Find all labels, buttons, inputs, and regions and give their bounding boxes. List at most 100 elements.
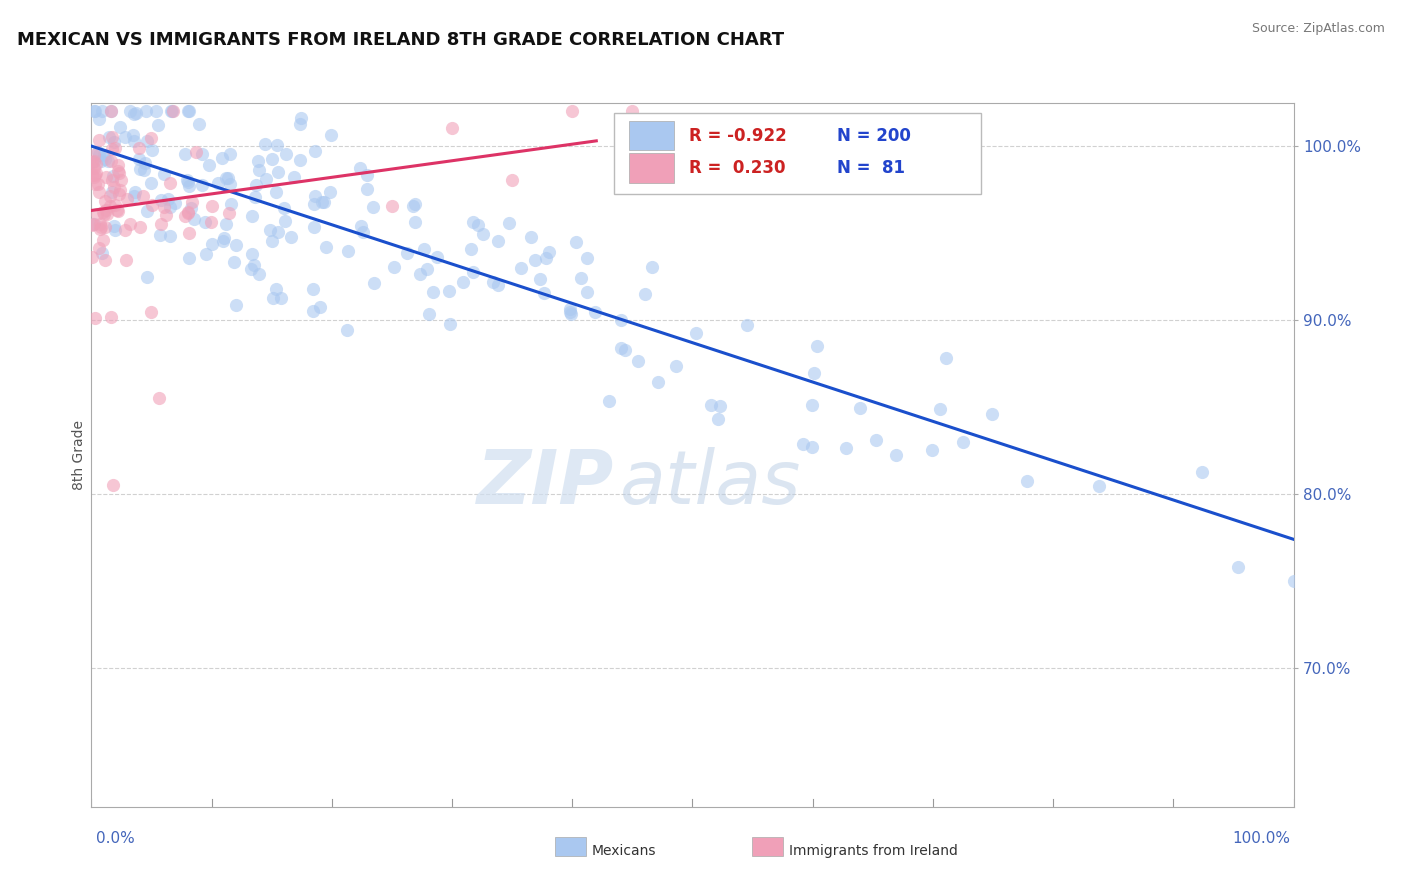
Point [84,177,107,191]
Point [94,219,117,234]
Point [921,442,943,457]
Point [80,168,103,182]
Point [865,433,887,447]
Point [211,151,233,165]
Point [159,200,181,214]
Point [177,251,200,265]
Point [141,176,163,190]
Point [482,275,505,289]
Point [103,135,125,149]
Point [84,156,107,170]
Point [91,233,114,247]
Point [583,304,606,318]
Point [242,209,264,223]
Point [262,292,284,306]
Point [621,104,644,119]
Text: MEXICAN VS IMMIGRANTS FROM IRELAND 8TH GRADE CORRELATION CHART: MEXICAN VS IMMIGRANTS FROM IRELAND 8TH G… [17,31,785,49]
Point [560,304,582,318]
Y-axis label: 8th Grade: 8th Grade [72,420,86,490]
Point [267,226,290,240]
Point [107,203,129,218]
Point [243,258,266,272]
Point [259,223,281,237]
Point [183,212,205,227]
Point [89,222,111,236]
Point [319,185,342,199]
Point [80,218,103,232]
Point [141,131,163,145]
Point [412,242,434,256]
Point [290,111,312,125]
Point [225,238,247,252]
Point [225,298,247,312]
Point [267,165,290,179]
Point [533,286,555,301]
Point [141,305,163,319]
Point [253,136,276,151]
Point [108,166,131,180]
Point [163,196,186,211]
Point [87,112,110,127]
Point [460,242,482,256]
Point [124,185,146,199]
Text: Mexicans: Mexicans [592,844,657,858]
Point [217,170,239,185]
Point [283,169,305,184]
Point [486,234,509,248]
Point [98,189,121,203]
Point [264,281,287,295]
Point [561,104,583,119]
Point [177,206,200,220]
Point [98,199,121,213]
Point [101,130,124,145]
Point [110,120,132,134]
Point [221,197,243,211]
Point [538,244,561,259]
Point [451,275,474,289]
Point [110,183,132,197]
Point [565,235,588,249]
Point [160,104,183,119]
Point [498,216,520,230]
Point [104,198,127,212]
Point [118,104,141,119]
Point [801,440,824,454]
Point [382,260,405,274]
Point [610,313,633,327]
Point [149,194,172,208]
Point [609,341,631,355]
Point [381,199,404,213]
Point [87,178,110,192]
Point [187,117,209,131]
Point [245,189,267,203]
Point [262,152,284,166]
Point [247,267,270,281]
Point [100,104,122,119]
Point [83,161,105,176]
Point [141,198,163,212]
Point [402,199,425,213]
Point [576,285,599,300]
Point [83,153,105,168]
Point [245,178,267,193]
Point [94,202,117,217]
Text: N = 200: N = 200 [837,127,911,145]
Point [418,307,440,321]
Point [90,153,112,168]
Point [87,148,110,162]
Point [288,153,311,167]
Point [100,154,122,169]
Point [266,137,288,152]
Point [685,326,707,340]
Point [426,250,449,264]
Point [156,192,179,206]
Point [256,172,278,186]
Point [89,242,111,256]
Point [83,104,105,119]
Point [177,179,200,194]
Point [101,169,124,183]
Point [94,152,117,166]
Point [270,292,292,306]
Point [103,141,125,155]
Point [104,223,127,237]
